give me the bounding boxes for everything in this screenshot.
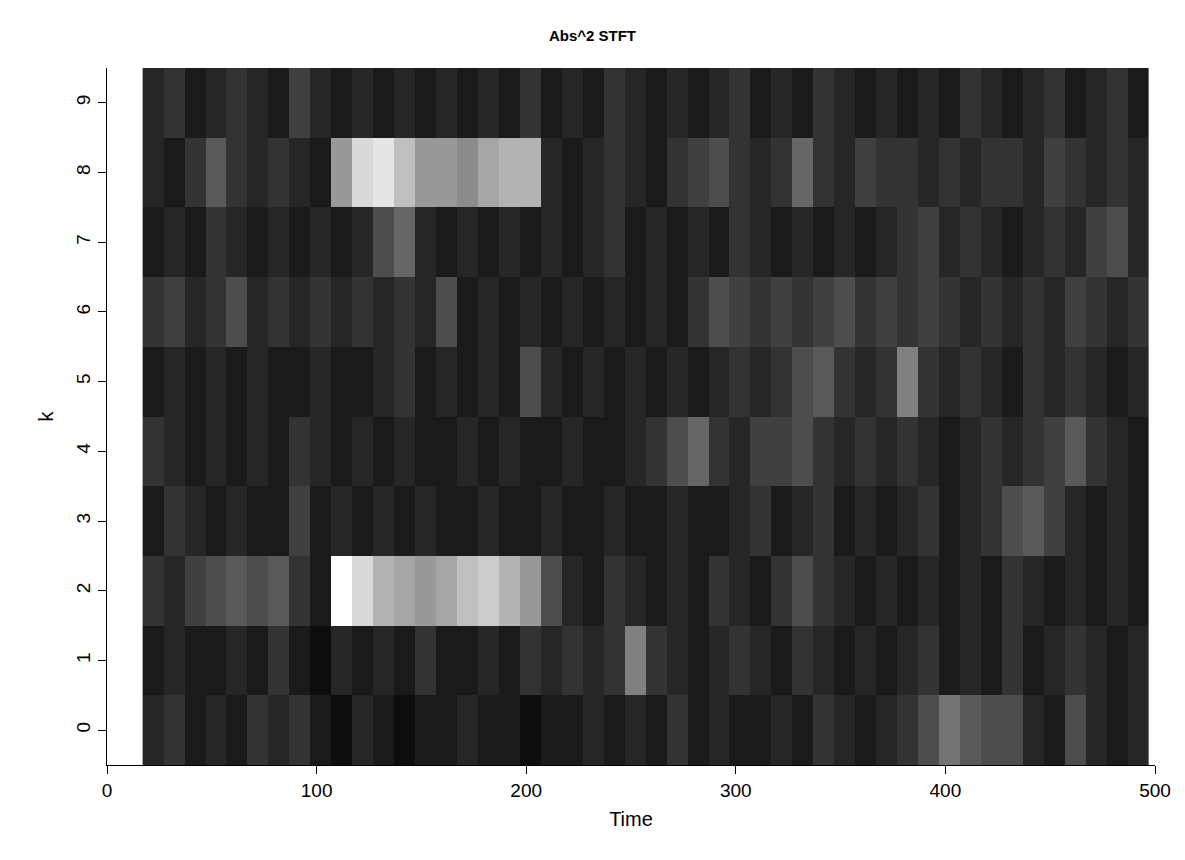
- svg-text:3: 3: [73, 513, 94, 524]
- svg-text:100: 100: [301, 780, 333, 801]
- svg-text:Abs^2 STFT: Abs^2 STFT: [549, 27, 636, 44]
- svg-text:2: 2: [73, 583, 94, 594]
- svg-text:k: k: [35, 411, 57, 422]
- svg-text:7: 7: [73, 234, 94, 245]
- svg-text:200: 200: [510, 780, 542, 801]
- svg-text:300: 300: [720, 780, 752, 801]
- svg-text:9: 9: [73, 95, 94, 106]
- svg-text:0: 0: [73, 722, 94, 733]
- svg-text:1: 1: [73, 652, 94, 663]
- svg-text:6: 6: [73, 304, 94, 315]
- svg-text:500: 500: [1139, 780, 1171, 801]
- svg-text:Time: Time: [609, 808, 653, 830]
- svg-text:0: 0: [102, 780, 113, 801]
- svg-text:4: 4: [73, 443, 94, 454]
- svg-text:400: 400: [930, 780, 962, 801]
- svg-text:8: 8: [73, 164, 94, 175]
- svg-text:5: 5: [73, 374, 94, 385]
